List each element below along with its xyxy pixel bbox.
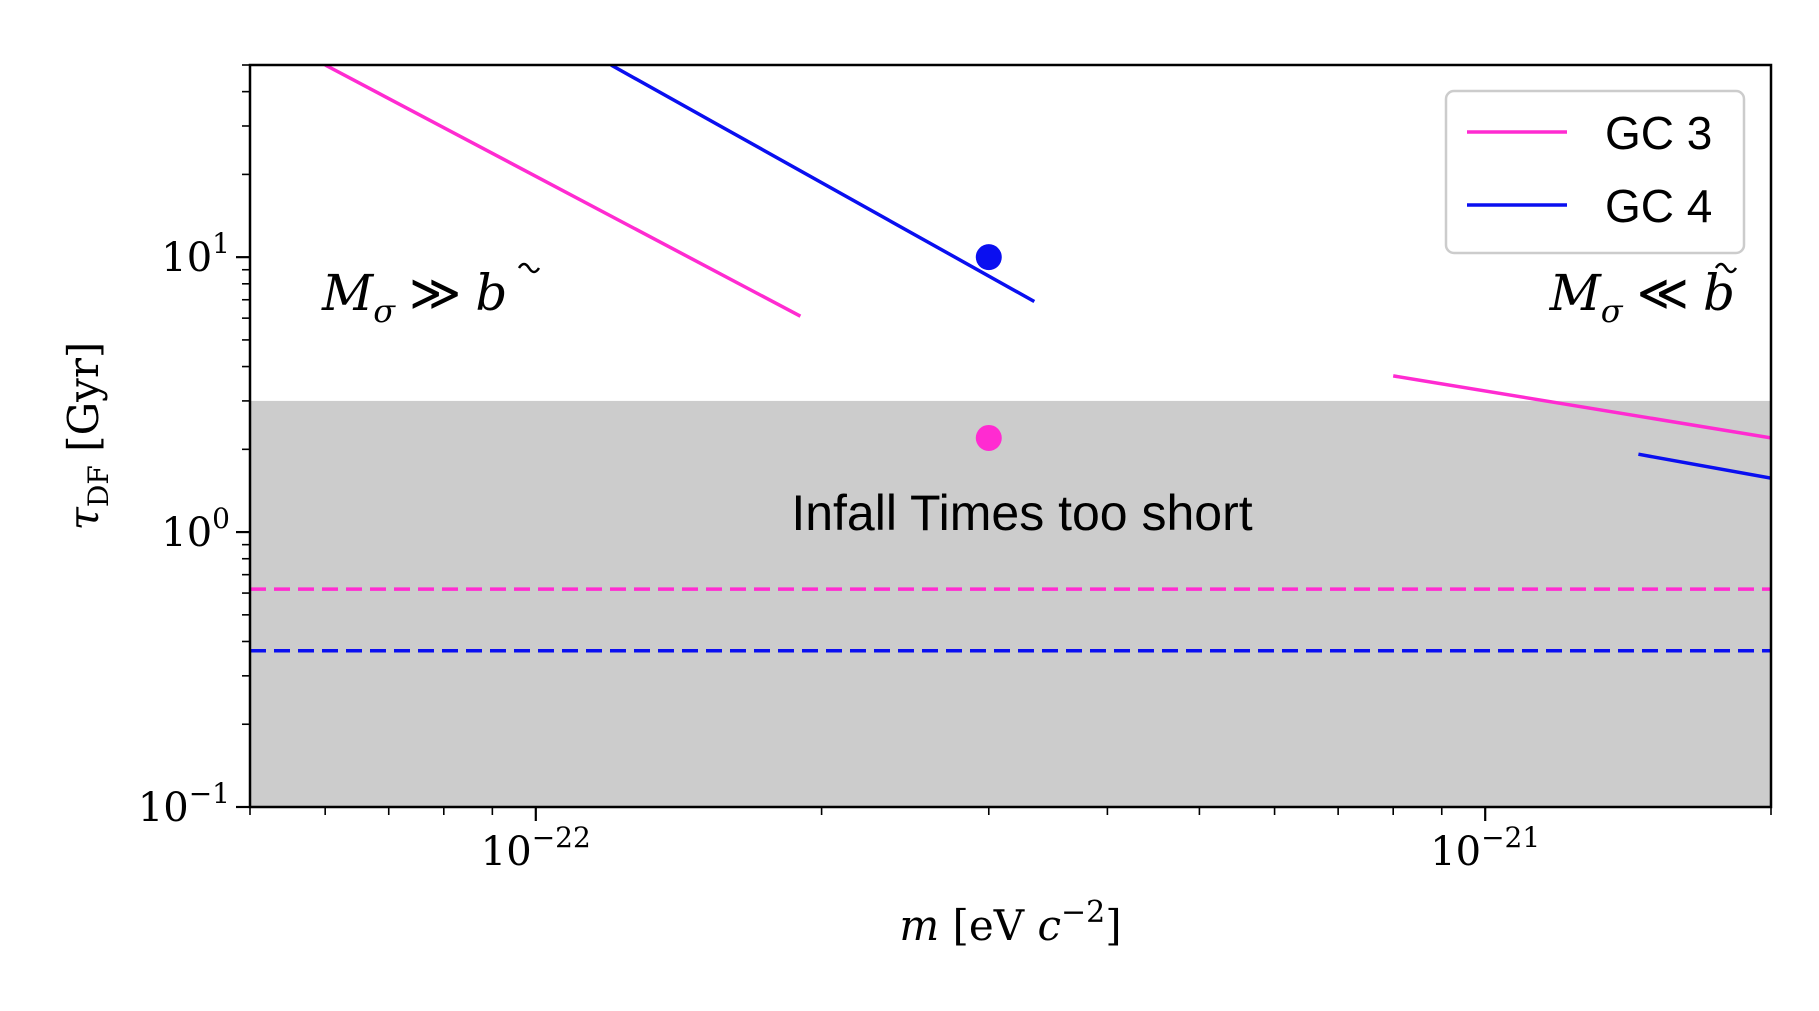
x-tick-label: 10−22 bbox=[481, 821, 591, 875]
series-1-marker bbox=[975, 424, 1002, 451]
annotation-rhs: b bbox=[475, 264, 507, 322]
x-tick-base: 10 bbox=[1430, 829, 1481, 875]
annotation-upper-right: Mσ ≪ b bbox=[1549, 264, 1735, 330]
y-tick-label: 10−1 bbox=[138, 777, 230, 831]
plot-area bbox=[250, 65, 1771, 807]
y-tick-base: 10 bbox=[138, 785, 189, 831]
series-1-line-segment-1 bbox=[324, 65, 802, 318]
x-axis-label-close: ] bbox=[1105, 901, 1121, 950]
x-axis-label-symbol: m bbox=[899, 901, 952, 950]
y-axis-label-sub: DF bbox=[82, 465, 115, 507]
legend: GC 3 GC 4 bbox=[1444, 89, 1746, 255]
annotation-sub: σ bbox=[1601, 292, 1624, 330]
x-tick-label: 10−21 bbox=[1430, 821, 1540, 875]
x-axis-label-exp: −2 bbox=[1061, 895, 1105, 930]
y-tick-base: 10 bbox=[161, 510, 212, 556]
y-axis-label-unit: [Gyr] bbox=[59, 342, 108, 465]
shaded-region-label: Infall Times too short bbox=[791, 485, 1252, 541]
annotation-upper-left: Mσ ≫ b bbox=[321, 264, 507, 330]
legend-label-2: GC 4 bbox=[1605, 180, 1712, 232]
x-axis-label-c: c bbox=[1037, 901, 1061, 950]
series-2-line-segment-2 bbox=[1638, 452, 1771, 480]
shaded-region bbox=[250, 400, 1771, 807]
annotation-rhs: b bbox=[1703, 264, 1735, 322]
series-1-line-segment-2 bbox=[1392, 374, 1771, 440]
y-tick-exponent: 1 bbox=[212, 227, 230, 260]
x-tick-exponent: −21 bbox=[1481, 821, 1540, 854]
legend-label-1: GC 3 bbox=[1605, 107, 1712, 159]
y-tick-label: 101 bbox=[161, 227, 230, 281]
annotation-relation: ≪ bbox=[1637, 264, 1689, 322]
tilde-accent-left bbox=[517, 262, 541, 274]
annotation-sub: σ bbox=[373, 292, 396, 330]
x-tick-base: 10 bbox=[481, 829, 532, 875]
tilde-accent-right bbox=[1714, 262, 1738, 274]
y-axis-label-symbol: τ bbox=[59, 506, 108, 530]
y-tick-base: 10 bbox=[161, 235, 212, 281]
x-axis-label: m [eV c−2] bbox=[899, 895, 1121, 950]
plot-frame bbox=[248, 63, 1773, 809]
y-tick-exponent: −1 bbox=[189, 777, 230, 810]
x-tick-exponent: −22 bbox=[532, 821, 591, 854]
annotation-main: M bbox=[321, 264, 375, 322]
series-2-marker bbox=[975, 244, 1002, 271]
series-2-line-segment-1 bbox=[610, 65, 1036, 304]
x-axis-label-unit: [eV bbox=[953, 901, 1038, 950]
y-tick-exponent: 0 bbox=[212, 502, 230, 535]
annotation-main: M bbox=[1549, 264, 1603, 322]
y-axis-label: τDF [Gyr] bbox=[59, 342, 115, 531]
annotation-relation: ≫ bbox=[409, 264, 461, 322]
y-tick-label: 100 bbox=[161, 502, 230, 556]
